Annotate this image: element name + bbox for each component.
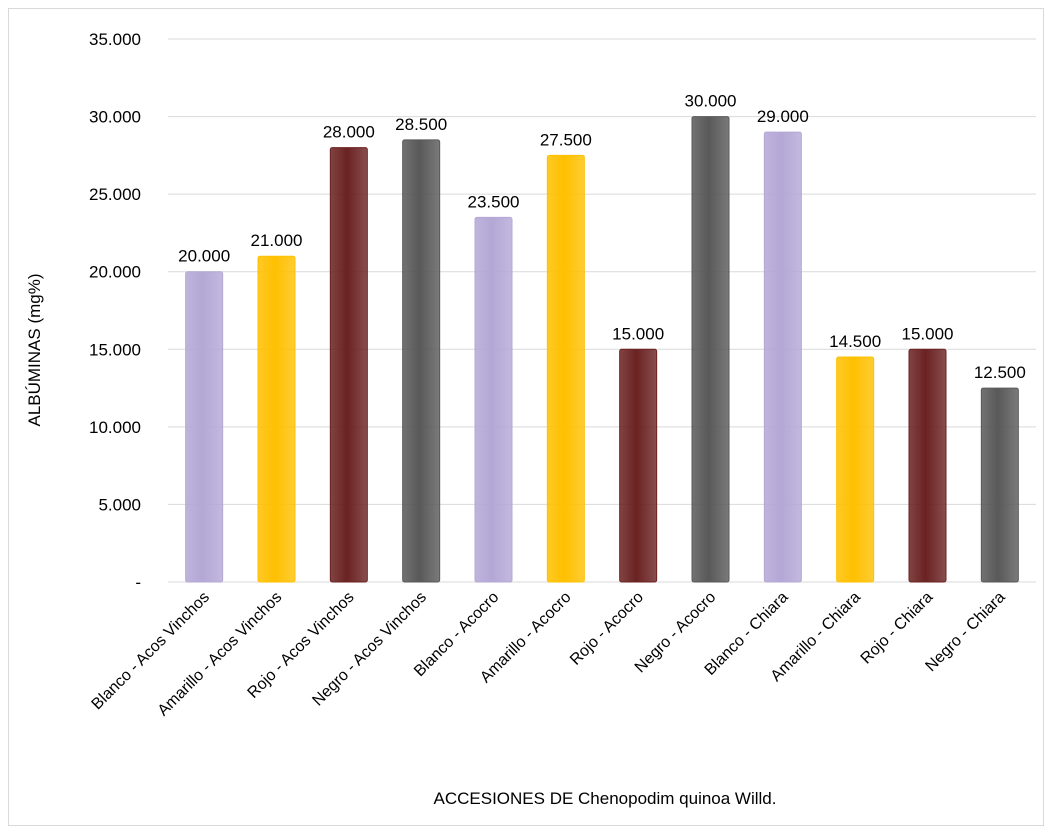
bar-layer [185, 116, 1019, 583]
grid-layer [168, 38, 1036, 583]
bar [836, 356, 875, 583]
data-label: 14.500 [829, 332, 881, 351]
data-label: 15.000 [902, 324, 954, 343]
x-category-label: Amarillo - Acos Vinchos [155, 589, 286, 720]
data-label: 21.000 [251, 231, 303, 250]
bar [980, 387, 1019, 583]
bar [763, 131, 802, 583]
y-tick-label: 30.000 [89, 108, 141, 127]
bar [257, 255, 296, 583]
bar [402, 139, 441, 583]
data-label: 20.000 [178, 247, 230, 266]
y-tick-label: 35.000 [89, 30, 141, 49]
data-label: 15.000 [612, 324, 664, 343]
y-tick-label: 20.000 [89, 263, 141, 282]
data-label: 28.500 [395, 115, 447, 134]
x-category-label: Blanco - Acos Vinchos [89, 589, 213, 713]
x-axis-title: ACCESIONES DE Chenopodim quinoa Willd. [434, 789, 777, 808]
y-axis-ticks: - 5.000 10.000 15.000 20.000 25.000 30.000 35.0… [89, 30, 141, 592]
data-labels: 20.000 21.000 28.000 28.500 23.500 27.500 15.0… [178, 92, 1026, 383]
y-tick-label: 25.000 [89, 185, 141, 204]
bar [691, 116, 730, 583]
data-label: 30.000 [685, 92, 737, 111]
x-category-label: Rojo - Chiara [858, 589, 937, 668]
bar [546, 154, 585, 583]
data-label: 27.500 [540, 130, 592, 149]
bar [908, 348, 947, 583]
bar [619, 348, 658, 583]
bar [474, 216, 513, 583]
data-label: 28.000 [323, 123, 375, 142]
y-tick-label: 10.000 [89, 418, 141, 437]
y-tick-label: - [135, 573, 141, 592]
data-label: 12.500 [974, 363, 1026, 382]
data-label: 29.000 [757, 107, 809, 126]
data-label: 23.500 [468, 192, 520, 211]
bar [185, 271, 224, 583]
y-axis-title: ALBÚMINAS (mg%) [25, 273, 44, 426]
y-tick-label: 15.000 [89, 340, 141, 359]
y-tick-label: 5.000 [98, 495, 141, 514]
x-category-label: Rojo - Acocro [567, 589, 647, 669]
bar [329, 147, 368, 583]
